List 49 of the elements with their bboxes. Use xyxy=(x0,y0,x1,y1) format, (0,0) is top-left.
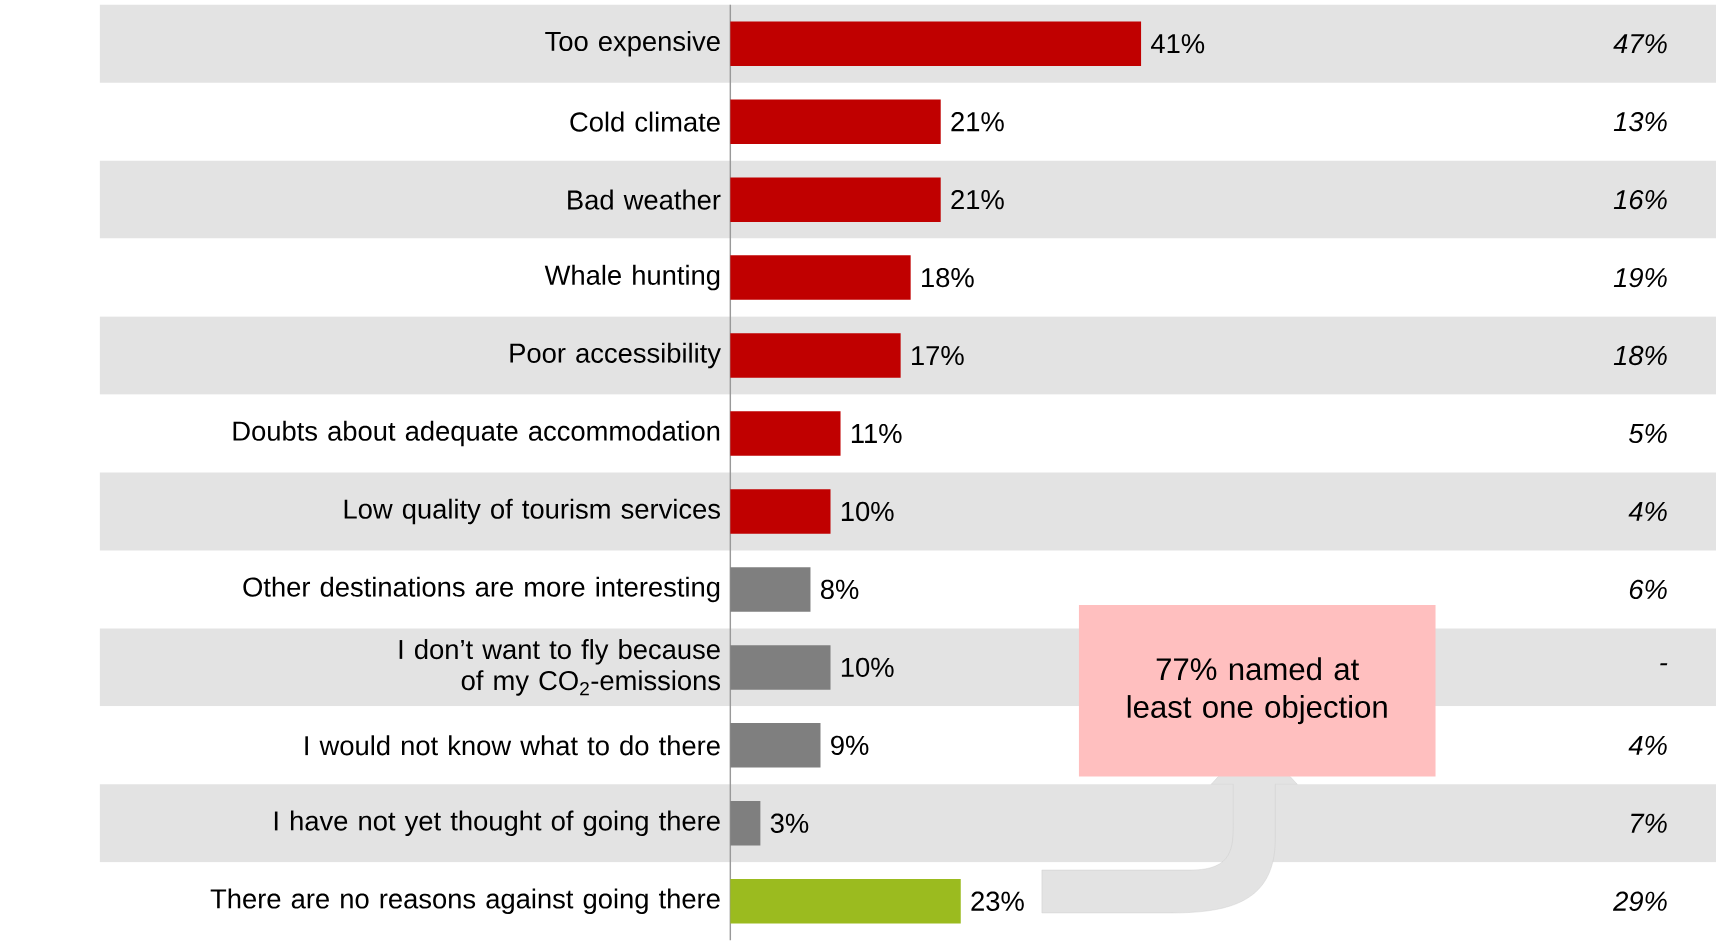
text: 16% xyxy=(1613,189,1667,210)
bar xyxy=(730,489,831,534)
y-tick-label: I would not know what to do there xyxy=(305,735,720,756)
bar xyxy=(730,645,831,690)
bar xyxy=(730,255,911,300)
bar xyxy=(730,723,821,768)
y-tick-label: Whale hunting xyxy=(544,264,720,291)
bar xyxy=(730,567,811,612)
data-label: 3% xyxy=(770,813,809,833)
data-label: 41% xyxy=(1151,34,1205,54)
bar xyxy=(730,21,1142,66)
text: 47% xyxy=(1613,34,1667,54)
bar xyxy=(730,99,941,144)
y-tick-label: Too expensive xyxy=(545,30,720,57)
data-label: 18% xyxy=(922,267,974,288)
text: 4% xyxy=(1628,735,1667,755)
y-tick-label: Low quality of tourism services xyxy=(344,498,720,525)
data-label: 17% xyxy=(912,345,964,366)
bar xyxy=(730,411,841,456)
y-tick-label: I have not yet thought of going there xyxy=(274,810,720,836)
bar xyxy=(730,177,941,222)
data-label: 10% xyxy=(841,657,894,678)
text: 7% xyxy=(1631,813,1667,833)
y-tick-label: I don’t want to fly because of my CO$_{2}$-emissions xyxy=(399,639,721,696)
y-tick-label: Cold climate xyxy=(570,111,720,132)
bar xyxy=(730,333,901,378)
data-label: 9% xyxy=(831,735,869,755)
text: 18% xyxy=(1613,345,1667,366)
y-tick-label: Poor accessibility xyxy=(510,342,721,369)
bar xyxy=(730,800,761,846)
text: 5% xyxy=(1628,423,1667,444)
text: 19% xyxy=(1613,267,1667,288)
data-label: 23% xyxy=(971,891,1024,911)
text: 6% xyxy=(1629,579,1667,600)
y-tick-label: There are no reasons against going there xyxy=(210,888,720,914)
data-label: 8% xyxy=(820,579,859,600)
text: 4% xyxy=(1628,501,1667,521)
data-label: 21% xyxy=(951,112,1004,132)
y-tick-label: Bad weather xyxy=(568,189,721,210)
data-label: 10% xyxy=(841,501,894,522)
text: 13% xyxy=(1613,111,1667,132)
text: - xyxy=(1660,663,1668,666)
text: 29% xyxy=(1612,891,1667,911)
annotation: 77% named at least one objection xyxy=(1127,657,1387,725)
bar xyxy=(730,878,961,924)
data-label: 21% xyxy=(951,189,1004,210)
y-tick-label: Other destinations are more interesting xyxy=(243,576,720,603)
y-tick-label: Doubts about adequate accommodation xyxy=(233,420,720,447)
data-label: 11% xyxy=(851,423,902,444)
